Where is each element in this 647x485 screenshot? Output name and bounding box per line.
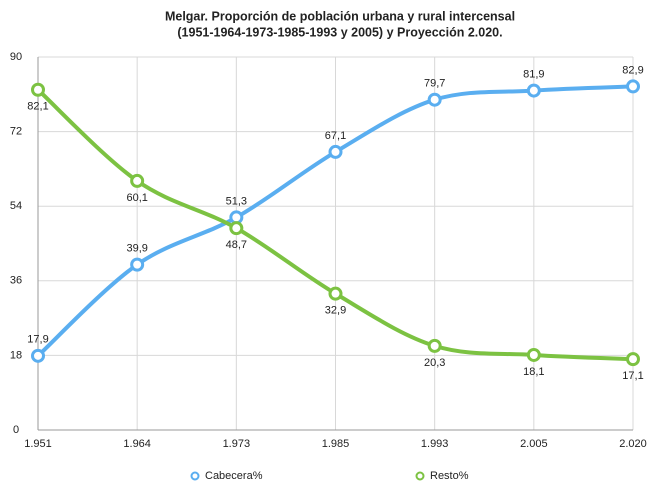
- legend-marker: [415, 471, 425, 481]
- data-label: 81,9: [523, 68, 544, 80]
- x-tick-label: 1.985: [322, 438, 350, 450]
- chart-title: (1951-1964-1973-1985-1993 y 2005) y Proy…: [177, 25, 502, 39]
- y-tick-label: 0: [13, 424, 19, 436]
- data-label: 18,1: [523, 366, 544, 378]
- data-label: 82,9: [622, 64, 643, 76]
- x-tick-label: 1.951: [24, 438, 52, 450]
- y-tick-label: 18: [10, 349, 22, 361]
- point: [130, 257, 145, 272]
- legend-marker: [190, 471, 200, 481]
- x-tick-label: 1.993: [421, 438, 449, 450]
- data-label: 79,7: [424, 78, 445, 90]
- point: [526, 347, 541, 362]
- legend-label: Resto%: [430, 470, 469, 482]
- y-tick-label: 36: [10, 275, 22, 287]
- data-label: 67,1: [325, 130, 346, 142]
- x-tick-label: 2.020: [619, 438, 647, 450]
- point: [130, 173, 145, 188]
- point: [31, 82, 45, 97]
- point: [229, 221, 244, 236]
- data-label: 17,9: [27, 334, 48, 346]
- point: [31, 348, 45, 363]
- x-tick-label: 2.005: [520, 438, 548, 450]
- point: [626, 79, 640, 94]
- data-label: 17,1: [622, 370, 643, 382]
- data-label: 32,9: [325, 305, 346, 317]
- y-tick-label: 54: [10, 200, 22, 212]
- point: [626, 352, 640, 367]
- data-label: 51,3: [226, 195, 247, 207]
- x-tick-label: 1.973: [223, 438, 251, 450]
- point: [328, 144, 343, 159]
- data-label: 60,1: [126, 192, 147, 204]
- data-label: 82,1: [27, 101, 48, 113]
- x-tick-label: 1.964: [123, 438, 151, 450]
- data-label: 48,7: [226, 239, 247, 251]
- y-tick-label: 90: [10, 51, 22, 63]
- point: [328, 286, 343, 301]
- point: [526, 83, 541, 98]
- point: [427, 92, 442, 107]
- data-label: 39,9: [126, 243, 147, 255]
- point: [427, 338, 442, 353]
- data-label: 20,3: [424, 357, 445, 369]
- y-tick-label: 72: [10, 126, 22, 138]
- legend-label: Cabecera%: [205, 470, 263, 482]
- chart-title: Melgar. Proporción de población urbana y…: [165, 9, 515, 23]
